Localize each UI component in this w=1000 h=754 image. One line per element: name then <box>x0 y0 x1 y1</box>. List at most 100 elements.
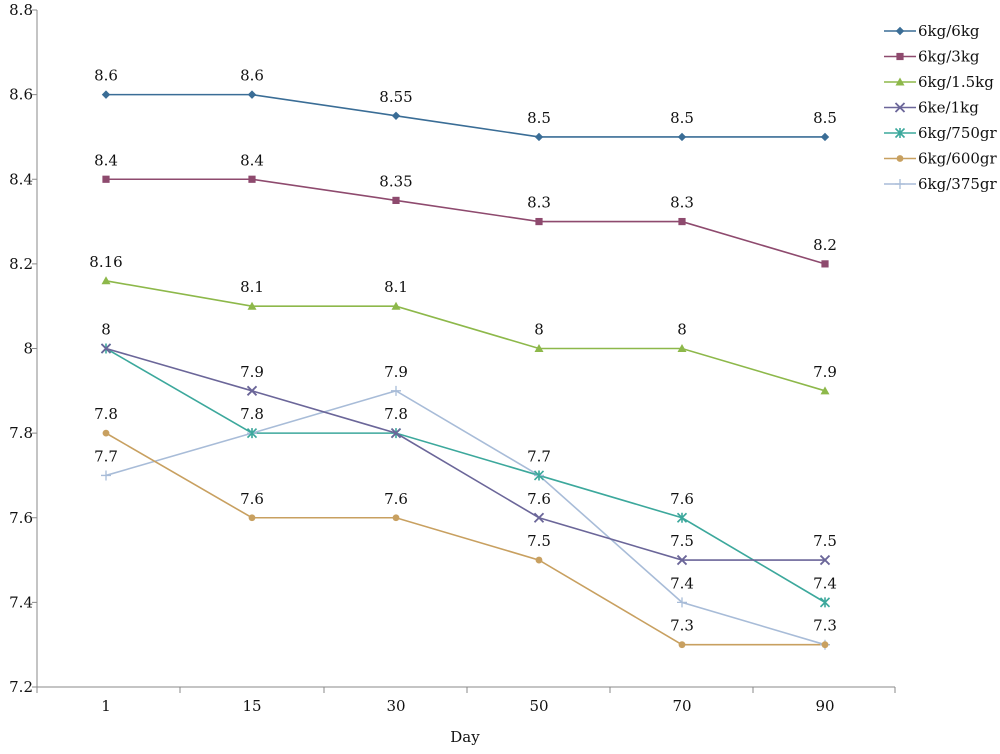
data-point-marker <box>246 385 258 396</box>
y-tick-label: 8.4 <box>9 170 33 188</box>
data-point-marker <box>677 344 687 352</box>
series-markers <box>100 90 831 650</box>
data-label: 7.5 <box>670 532 694 550</box>
data-label: 8.55 <box>379 88 412 106</box>
data-point-marker <box>101 90 111 99</box>
data-point-marker <box>246 428 258 439</box>
data-point-marker <box>247 301 257 310</box>
legend-item: 6ke/1kg <box>884 99 979 117</box>
data-point-marker <box>392 196 400 205</box>
axes: 7.2 7.4 7.6 7.8 8 8.2 8.4 8.6 8.8 1 15 30 50 70 90 <box>9 1 896 715</box>
series-line <box>105 432 825 646</box>
legend-label: 6kg/600gr <box>918 150 998 168</box>
legend-item: 6kg/750gr <box>884 124 998 142</box>
data-labels: 8.6 8.6 8.55 8.5 8.5 8.5 8.4 8.4 8.35 8.3 8.3 8.2 8.… <box>89 67 837 635</box>
legend-label: 6kg/6kg <box>918 22 980 40</box>
data-point-marker <box>102 429 110 437</box>
data-point-marker <box>819 554 831 566</box>
data-label: 7.5 <box>527 532 551 550</box>
x-tick-label: 1 <box>101 697 111 715</box>
data-point-marker <box>248 175 256 183</box>
data-label: 7.9 <box>240 363 264 381</box>
legend-swatch-marker <box>895 77 905 86</box>
x-tick-label: 90 <box>815 697 834 715</box>
series-line <box>106 93 825 138</box>
data-label: 7.6 <box>240 490 264 508</box>
series-line <box>105 389 826 646</box>
legend-item: 6kg/600gr <box>884 150 998 168</box>
x-axis-title: Day <box>450 728 480 746</box>
data-label: 7.4 <box>813 574 837 592</box>
data-label: 7.6 <box>384 490 408 508</box>
data-point-marker <box>678 641 686 649</box>
legend: 6kg/6kg 6kg/3kg 6kg/1.5kg 6ke/1kg 6kg/750gr 6… <box>884 22 998 193</box>
data-label: 7.8 <box>94 405 118 423</box>
legend-label: 6kg/3kg <box>918 48 980 66</box>
legend-swatch-marker <box>895 179 905 189</box>
series-line <box>105 280 826 392</box>
legend-label: 6ke/1kg <box>918 99 979 117</box>
data-point-marker <box>247 90 257 99</box>
data-label: 8 <box>534 321 544 339</box>
data-label: 7.9 <box>813 363 837 381</box>
x-tick-label: 50 <box>529 697 548 715</box>
data-label: 7.4 <box>670 574 694 592</box>
data-point-marker <box>676 554 688 566</box>
legend-label: 6kg/750gr <box>918 124 998 142</box>
data-label: 7.8 <box>240 405 264 423</box>
data-point-marker <box>102 175 110 183</box>
data-point-marker <box>677 597 687 608</box>
data-point-marker <box>820 132 830 142</box>
data-label: 7.7 <box>527 447 551 465</box>
legend-swatch-marker <box>896 155 904 162</box>
x-tick-label: 15 <box>242 697 261 715</box>
data-label: 8.6 <box>240 67 264 85</box>
data-label: 8.1 <box>240 278 264 296</box>
data-label: 8.3 <box>527 194 551 212</box>
series-line <box>105 347 826 604</box>
data-label: 8.1 <box>384 278 408 296</box>
legend-swatch-marker <box>895 26 905 36</box>
legend-item: 6kg/3kg <box>884 48 980 66</box>
data-point-marker <box>821 641 829 649</box>
data-label: 7.9 <box>384 363 408 381</box>
legend-swatch-marker <box>896 52 904 61</box>
data-label: 8.5 <box>670 109 694 127</box>
data-point-marker <box>100 343 112 354</box>
data-label: 7.3 <box>813 617 837 635</box>
legend-swatch-marker <box>894 127 906 139</box>
data-point-marker <box>390 427 402 439</box>
legend-label: 6kg/375gr <box>918 175 998 193</box>
data-label: 8.2 <box>813 236 837 254</box>
data-point-marker <box>677 132 687 142</box>
data-label: 7.5 <box>813 532 837 550</box>
data-label: 8 <box>101 321 111 339</box>
data-label: 7.3 <box>670 617 694 635</box>
data-point-marker <box>533 512 545 523</box>
data-point-marker <box>676 512 688 523</box>
data-label: 7.7 <box>94 447 118 465</box>
y-tick-label: 7.2 <box>9 678 33 696</box>
data-label: 8.16 <box>89 253 122 271</box>
series-line <box>106 178 826 265</box>
y-tick-label: 8.2 <box>9 255 33 273</box>
data-label: 7.6 <box>527 490 551 508</box>
data-label: 7.6 <box>670 490 694 508</box>
data-label: 8.35 <box>379 172 412 190</box>
series-lines <box>105 93 826 646</box>
data-point-marker <box>533 470 545 481</box>
data-point-marker <box>248 514 256 522</box>
data-label: 8 <box>677 321 687 339</box>
y-tick-label: 7.4 <box>9 593 33 611</box>
data-label: 7.8 <box>384 405 408 423</box>
data-point-marker <box>534 344 544 352</box>
data-label: 8.4 <box>94 151 118 169</box>
series-line <box>105 347 825 561</box>
y-tick-label: 7.8 <box>9 424 33 442</box>
y-tick-label: 7.6 <box>9 509 33 527</box>
legend-item: 6kg/375gr <box>884 175 998 193</box>
data-point-marker <box>391 111 401 120</box>
x-tick-label: 70 <box>672 697 691 715</box>
y-tick-label: 8.6 <box>9 86 33 104</box>
